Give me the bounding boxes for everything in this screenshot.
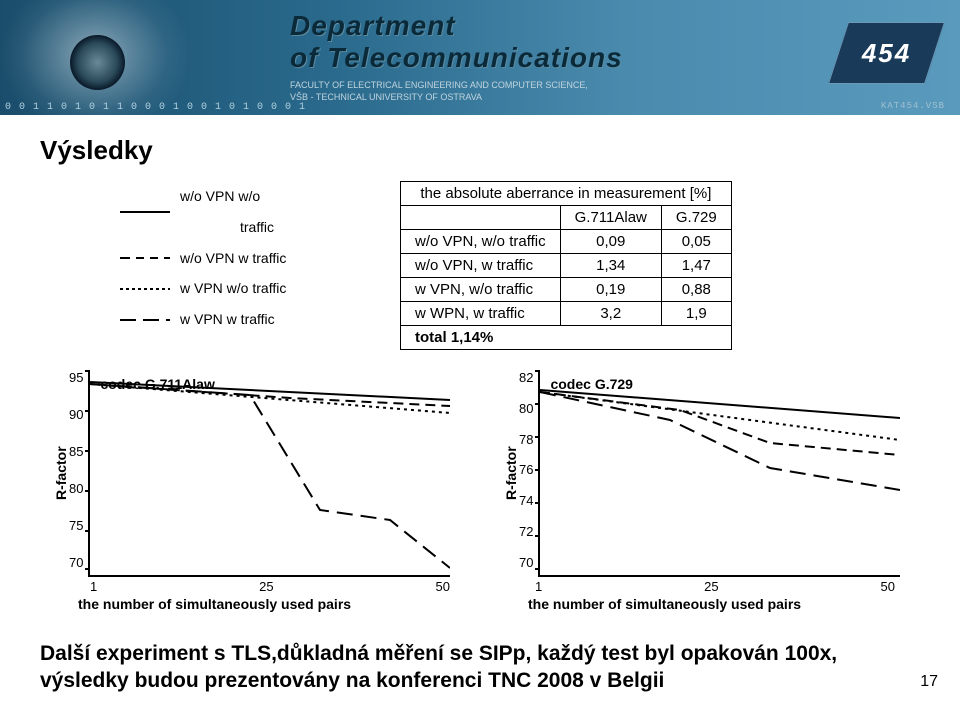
legend-line-dotted <box>120 288 170 290</box>
vsb-label: KAT454.VSB <box>881 101 945 111</box>
table-cell: 0,88 <box>661 278 731 302</box>
ytick: 75 <box>69 518 83 533</box>
chart-xlabel: the number of simultaneously used pairs <box>78 596 470 612</box>
dept-line2: of Telecommunications <box>290 42 623 74</box>
xtick: 1 <box>90 579 97 594</box>
chart-g711: R-factor 95 90 85 80 75 70 codec G.711Al… <box>50 370 470 612</box>
table-cell: 0,09 <box>560 230 661 254</box>
chart-xlabel: the number of simultaneously used pairs <box>528 596 920 612</box>
dept-title: Department of Telecommunications <box>290 10 623 74</box>
table-cell: 1,47 <box>661 254 731 278</box>
table-cell: 0,19 <box>560 278 661 302</box>
ytick: 85 <box>69 444 83 459</box>
chart-yaxis: 95 90 85 80 75 70 <box>69 370 88 570</box>
ytick: 76 <box>519 462 533 477</box>
legend-line-longdash <box>120 319 170 321</box>
xtick: 25 <box>259 579 273 594</box>
table-cell <box>401 206 561 230</box>
ytick: 74 <box>519 493 533 508</box>
ytick: 80 <box>69 481 83 496</box>
ytick: 90 <box>69 407 83 422</box>
table-col1: G.711Alaw <box>560 206 661 230</box>
ytick: 95 <box>69 370 83 385</box>
chart-ylabel: R-factor <box>50 370 69 577</box>
xtick: 50 <box>881 579 895 594</box>
sub-line2: VŠB - TECHNICAL UNIVERSITY OF OSTRAVA <box>290 92 588 104</box>
dept-subtitle: FACULTY OF ELECTRICAL ENGINEERING AND CO… <box>290 80 588 103</box>
table-row: w/o VPN, w/o traffic 0,09 0,05 <box>401 230 732 254</box>
table-row: w/o VPN, w traffic 1,34 1,47 <box>401 254 732 278</box>
table-cell: 1,34 <box>560 254 661 278</box>
table-cell: 3,2 <box>560 302 661 326</box>
slide-title: Výsledky <box>40 135 920 166</box>
table-cell: 0,05 <box>661 230 731 254</box>
chart-xaxis: 1 25 50 <box>90 577 450 594</box>
table-cell: w WPN, w traffic <box>401 302 561 326</box>
xtick: 25 <box>704 579 718 594</box>
eye-graphic <box>0 0 280 115</box>
table-cell: w VPN, w/o traffic <box>401 278 561 302</box>
ytick: 78 <box>519 432 533 447</box>
table-cell: w/o VPN, w/o traffic <box>401 230 561 254</box>
bottom-text: Další experiment s TLS,důkladná měření s… <box>40 640 920 695</box>
chart-lines <box>540 370 900 570</box>
table-row: w VPN, w/o traffic 0,19 0,88 <box>401 278 732 302</box>
chart-plot: codec G.711Alaw <box>88 370 450 577</box>
binary-text: 0 0 1 1 0 1 0 1 1 0 0 0 1 0 0 1 0 1 0 0 … <box>5 102 306 113</box>
chart-legend: w/o VPN w/otraffic w/o VPN w traffic w V… <box>120 181 350 335</box>
legend-line-solid <box>120 211 170 213</box>
legend-item: w VPN w traffic <box>120 304 350 335</box>
sub-line1: FACULTY OF ELECTRICAL ENGINEERING AND CO… <box>290 80 588 92</box>
header-banner: 0 0 1 1 0 1 0 1 1 0 0 0 1 0 0 1 0 1 0 0 … <box>0 0 960 115</box>
table-col2: G.729 <box>661 206 731 230</box>
table-row: w WPN, w traffic 3,2 1,9 <box>401 302 732 326</box>
ytick: 70 <box>519 555 533 570</box>
ytick: 72 <box>519 524 533 539</box>
xtick: 1 <box>535 579 542 594</box>
table-header: the absolute aberrance in measurement [%… <box>401 182 732 206</box>
chart-xaxis: 1 25 50 <box>535 577 895 594</box>
ytick: 80 <box>519 401 533 416</box>
ytick: 82 <box>519 370 533 385</box>
chart-ylabel: R-factor <box>500 370 519 577</box>
ytick: 70 <box>69 555 83 570</box>
aberrance-table: the absolute aberrance in measurement [%… <box>400 181 732 350</box>
table-cell: w/o VPN, w traffic <box>401 254 561 278</box>
legend-item: w/o VPN w/otraffic <box>120 181 350 243</box>
chart-plot: codec G.729 <box>538 370 900 577</box>
chart-g729: R-factor 82 80 78 76 74 72 70 codec G.72… <box>500 370 920 612</box>
legend-item: w VPN w/o traffic <box>120 273 350 304</box>
dept-line1: Department <box>290 10 623 42</box>
chart-lines <box>90 370 450 570</box>
table-total-row: total 1,14% <box>401 326 732 350</box>
table-cell: 1,9 <box>661 302 731 326</box>
table-total: total 1,14% <box>401 326 732 350</box>
legend-line-dash <box>120 257 170 259</box>
xtick: 50 <box>436 579 450 594</box>
legend-item: w/o VPN w traffic <box>120 243 350 274</box>
page-number: 17 <box>920 673 938 691</box>
logo-454: 454 <box>828 22 945 84</box>
